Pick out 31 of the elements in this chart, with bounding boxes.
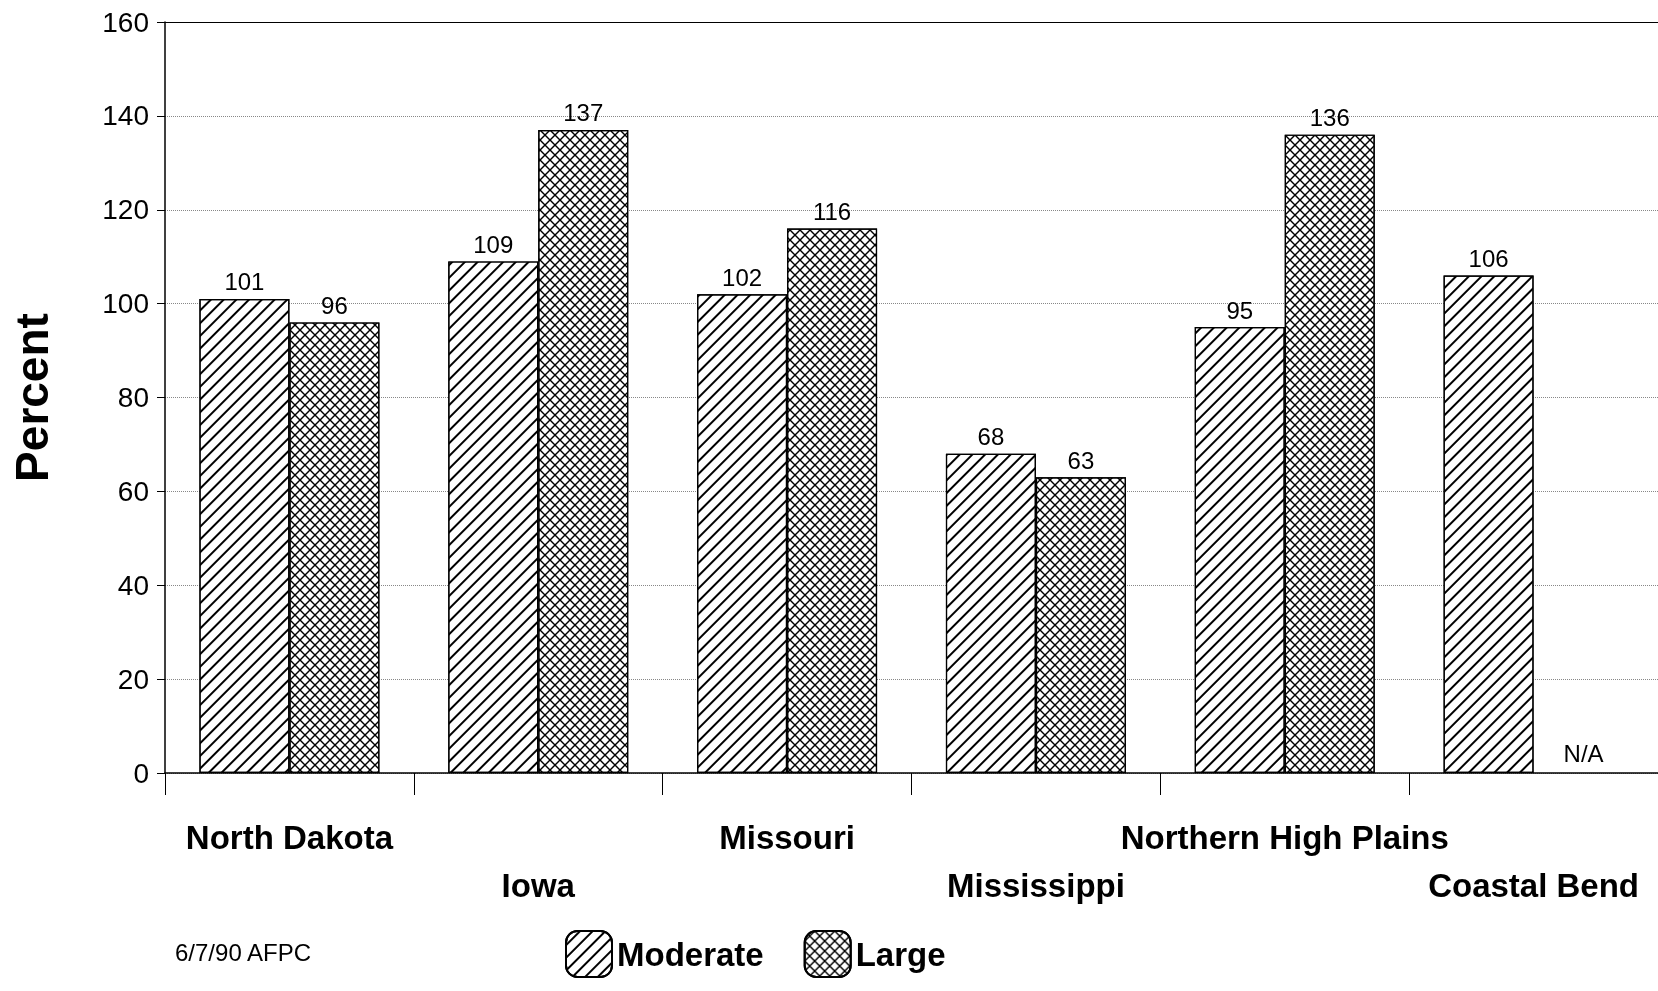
y-tick-label: 140 bbox=[102, 100, 149, 132]
y-tick-label: 160 bbox=[102, 6, 149, 38]
x-tick-label: Mississippi bbox=[946, 866, 1125, 904]
data-label: 109 bbox=[473, 230, 514, 258]
x-tick-label: Coastal Bend bbox=[1428, 866, 1640, 904]
data-label: 68 bbox=[977, 423, 1005, 451]
x-tick-label: North Dakota bbox=[185, 818, 394, 856]
y-tick-label: 20 bbox=[117, 663, 149, 695]
data-label: 96 bbox=[321, 291, 348, 319]
y-tick-label: 80 bbox=[117, 382, 149, 413]
legend-label: Moderate bbox=[617, 935, 764, 973]
x-tick-label: Missouri bbox=[719, 818, 855, 856]
text: 6/7/90 AFPC bbox=[175, 938, 312, 966]
x-tick-label: Iowa bbox=[501, 866, 576, 904]
data-label: 137 bbox=[563, 99, 604, 127]
y-axis-title: Percent bbox=[6, 313, 58, 482]
data-label: 95 bbox=[1226, 296, 1254, 324]
data-label: 116 bbox=[812, 198, 852, 226]
legend-label: Large bbox=[855, 935, 946, 973]
x-tick-label: Northern High Plains bbox=[1120, 818, 1449, 856]
y-tick-label: 0 bbox=[133, 757, 149, 789]
y-tick-label: 120 bbox=[102, 194, 149, 226]
annotation: N/A bbox=[1563, 739, 1604, 767]
data-label: 106 bbox=[1468, 244, 1509, 272]
y-tick-label: 100 bbox=[102, 288, 149, 320]
data-label: 63 bbox=[1067, 446, 1095, 474]
y-tick-label: 40 bbox=[117, 569, 149, 601]
y-tick-label: 60 bbox=[117, 475, 149, 507]
data-label: 136 bbox=[1309, 104, 1350, 132]
data-label: 102 bbox=[722, 263, 763, 291]
data-label: 101 bbox=[224, 268, 265, 296]
